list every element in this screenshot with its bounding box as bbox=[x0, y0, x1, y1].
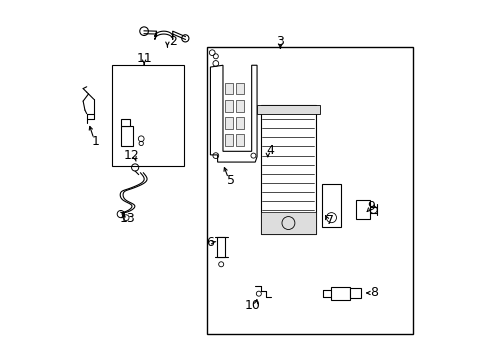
Bar bbox=[224, 83, 232, 94]
Bar bbox=[121, 126, 133, 146]
Bar bbox=[236, 134, 244, 146]
Bar bbox=[224, 100, 232, 112]
Text: 5: 5 bbox=[226, 174, 234, 187]
Bar bbox=[224, 134, 232, 146]
Text: 6: 6 bbox=[205, 235, 213, 248]
Bar bbox=[321, 184, 341, 226]
Text: 8: 8 bbox=[369, 287, 378, 300]
Bar bbox=[121, 119, 129, 126]
Bar bbox=[236, 117, 244, 129]
Bar bbox=[257, 105, 319, 114]
Text: 13: 13 bbox=[120, 212, 136, 225]
Bar bbox=[260, 212, 316, 234]
Bar bbox=[236, 100, 244, 112]
Bar bbox=[349, 288, 360, 298]
Text: 1: 1 bbox=[92, 135, 100, 148]
Bar bbox=[217, 237, 224, 257]
Bar bbox=[112, 65, 183, 166]
Bar bbox=[330, 287, 349, 300]
Text: 11: 11 bbox=[137, 52, 152, 65]
Text: 7: 7 bbox=[325, 215, 333, 228]
Bar bbox=[260, 105, 316, 234]
Polygon shape bbox=[210, 65, 257, 162]
Text: 2: 2 bbox=[168, 35, 176, 48]
Bar bbox=[206, 47, 412, 334]
Text: 9: 9 bbox=[366, 201, 374, 213]
Text: 4: 4 bbox=[266, 144, 274, 157]
Bar bbox=[355, 200, 369, 220]
Text: 3: 3 bbox=[276, 35, 284, 49]
Text: 12: 12 bbox=[123, 149, 139, 162]
Bar bbox=[236, 83, 244, 94]
Text: 10: 10 bbox=[244, 299, 260, 312]
Bar bbox=[224, 117, 232, 129]
